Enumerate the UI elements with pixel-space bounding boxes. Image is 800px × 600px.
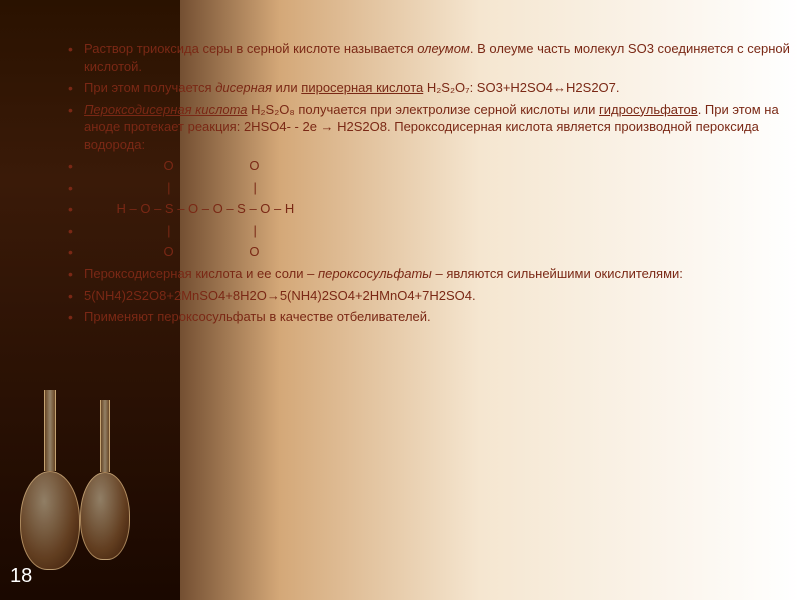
bullet-item: 5(NH4)2S2O8+2MnSO4+8H2O→5(NH4)2SO4+2HMnO…	[60, 287, 790, 305]
bullet-item: Раствор триоксида серы в серной кислоте …	[60, 40, 790, 75]
bullet-list: Раствор триоксида серы в серной кислоте …	[60, 40, 790, 326]
structure-line: | |	[60, 179, 790, 197]
bullet-item: Пероксодисерная кислота и ее соли – перо…	[60, 265, 790, 283]
flask-decoration	[80, 400, 130, 560]
structure-line: O O	[60, 243, 790, 261]
structure-line: | |	[60, 222, 790, 240]
bullet-item: Применяют пероксосульфаты в качестве отб…	[60, 308, 790, 326]
bullet-item: Пероксодисерная кислота H₂S₂O₈ получаетс…	[60, 101, 790, 154]
bullet-item: При этом получается дисерная или пиросер…	[60, 79, 790, 97]
page-number: 18	[10, 565, 32, 588]
flask-decoration	[20, 390, 80, 570]
structure-line: H – O – S – O – O – S – O – H	[60, 200, 790, 218]
slide-content: Раствор триоксида серы в серной кислоте …	[60, 40, 790, 330]
structure-line: O O	[60, 157, 790, 175]
